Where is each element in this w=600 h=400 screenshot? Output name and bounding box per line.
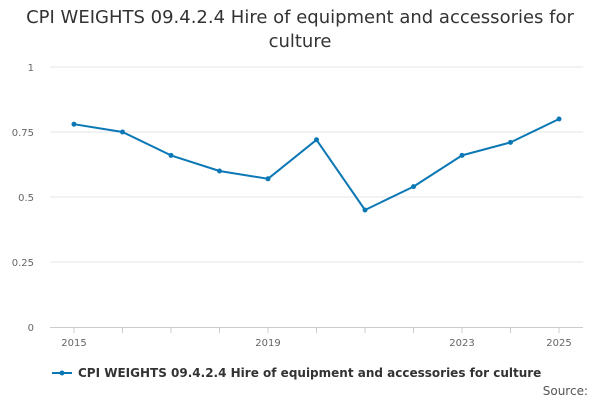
series-line bbox=[73, 118, 560, 211]
data-point[interactable] bbox=[314, 137, 319, 143]
legend-series-label: CPI WEIGHTS 09.4.2.4 Hire of equipment a… bbox=[78, 366, 541, 380]
gridlines bbox=[50, 66, 583, 263]
y-tick-label: 0.25 bbox=[12, 258, 34, 269]
y-axis: 0 0.25 0.5 0.75 1 bbox=[12, 63, 34, 334]
data-point[interactable] bbox=[411, 184, 416, 190]
x-tick-labels: 2015 2019 2023 2025 bbox=[61, 338, 571, 349]
chart-title: CPI WEIGHTS 09.4.2.4 Hire of equipment a… bbox=[26, 7, 574, 52]
legend: CPI WEIGHTS 09.4.2.4 Hire of equipment a… bbox=[52, 366, 541, 380]
y-tick-label: 0 bbox=[28, 323, 34, 334]
data-point[interactable] bbox=[508, 139, 513, 145]
y-tick-label: 1 bbox=[28, 63, 34, 74]
x-tick-label: 2023 bbox=[449, 338, 474, 349]
source-label: Source: bbox=[543, 384, 588, 398]
data-point[interactable] bbox=[362, 207, 368, 213]
data-point[interactable] bbox=[459, 152, 465, 158]
data-point[interactable] bbox=[168, 152, 174, 158]
data-point[interactable] bbox=[120, 129, 125, 135]
data-point[interactable] bbox=[71, 121, 77, 127]
data-point[interactable] bbox=[217, 168, 222, 174]
x-tick-label: 2015 bbox=[61, 338, 86, 349]
data-point[interactable] bbox=[556, 116, 562, 122]
data-point[interactable] bbox=[265, 176, 271, 182]
legend-swatch-marker bbox=[59, 370, 65, 376]
series-layer bbox=[71, 116, 562, 213]
y-tick-label: 0.75 bbox=[12, 128, 34, 139]
x-tick-label: 2019 bbox=[255, 338, 280, 349]
x-axis bbox=[50, 327, 583, 333]
y-tick-label: 0.5 bbox=[18, 193, 34, 204]
x-tick-label: 2025 bbox=[546, 338, 571, 349]
